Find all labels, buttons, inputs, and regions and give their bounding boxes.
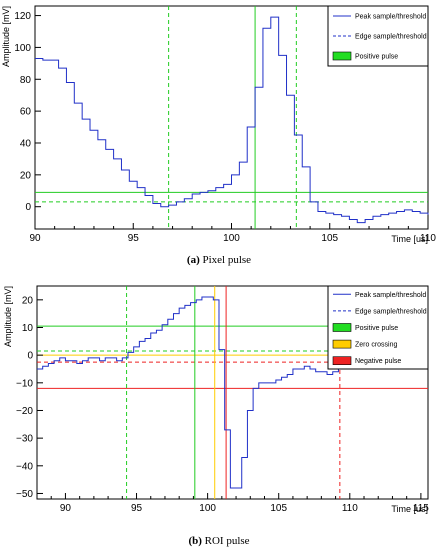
- y-tick-label: −30: [16, 434, 33, 445]
- legend-swatch: [332, 51, 352, 61]
- x-tick-label: 100: [199, 503, 216, 514]
- x-axis-label: Time [us]: [391, 234, 428, 244]
- y-tick-label: 80: [20, 75, 32, 86]
- x-tick-label: 95: [128, 233, 140, 244]
- x-tick-label: 90: [29, 233, 41, 244]
- legend-label: Positive pulse: [355, 54, 398, 61]
- y-tick-label: 60: [20, 107, 32, 118]
- y-tick-label: 0: [25, 202, 31, 213]
- legend-label: Peak sample/threshold: [355, 292, 426, 299]
- x-tick-label: 105: [321, 233, 338, 244]
- x-axis-label: Time [us]: [391, 504, 428, 514]
- legend-label: Zero crossing: [355, 342, 398, 349]
- legend-label: Peak sample/threshold: [355, 14, 426, 21]
- y-tick-label: 100: [14, 43, 31, 54]
- y-tick-label: −50: [16, 489, 33, 500]
- legend-label: Positive pulse: [355, 325, 398, 332]
- roi-pulse-caption: (b) ROI pulse: [0, 535, 438, 547]
- roi-pulse-chart: 90 95 100 105 110 115 −50 −40 −30 −20 −10 0 10 20 Time…: [3, 285, 429, 514]
- legend-swatch: [332, 339, 352, 349]
- y-tick-label: −10: [16, 378, 33, 389]
- caption-text: ROI pulse: [204, 535, 250, 547]
- y-tick-label: −40: [16, 461, 33, 472]
- y-tick-label: 10: [22, 323, 34, 334]
- y-axis-label: Amplitude [mV]: [1, 6, 11, 67]
- y-tick-label: 20: [22, 295, 34, 306]
- legend-swatch: [332, 323, 352, 332]
- y-tick-label: 20: [20, 170, 32, 181]
- x-tick-label: 110: [342, 503, 358, 514]
- caption-text: Pixel pulse: [202, 254, 252, 266]
- x-tick-label: 100: [223, 233, 240, 244]
- y-tick-label: 40: [20, 138, 32, 149]
- caption-label: (b): [188, 535, 202, 547]
- pixel-pulse-caption: (a) Pixel pulse: [0, 254, 438, 266]
- pixel-pulse-chart: 90 95 100 105 110 0 20 40 60 80 100 120 Time [us] Amp…: [1, 5, 436, 244]
- x-tick-label: 110: [420, 233, 436, 244]
- x-tick-label: 95: [131, 503, 143, 514]
- y-tick-label: −20: [16, 406, 33, 417]
- y-tick-label: 0: [27, 351, 33, 362]
- caption-label: (a): [186, 254, 200, 266]
- legend-label: Edge sample/threshold: [355, 34, 427, 41]
- x-tick-label: 90: [60, 503, 72, 514]
- series-line: [35, 16, 429, 224]
- x-tick-label: 105: [270, 503, 287, 514]
- x-tick-label: 115: [413, 503, 429, 514]
- legend-swatch: [332, 356, 352, 365]
- y-tick-label: 120: [14, 11, 31, 22]
- legend-label: Edge sample/threshold: [355, 308, 427, 315]
- y-axis-label: Amplitude [mV]: [3, 286, 13, 347]
- legend-label: Negative pulse: [355, 358, 401, 365]
